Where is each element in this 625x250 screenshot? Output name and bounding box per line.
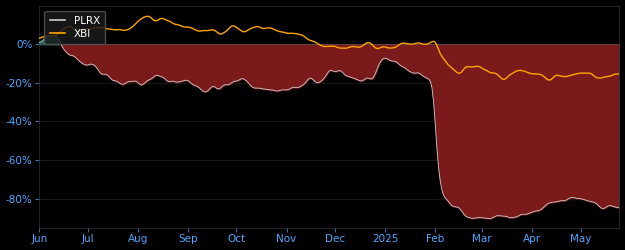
Legend: PLRX, XBI: PLRX, XBI [44, 11, 105, 44]
